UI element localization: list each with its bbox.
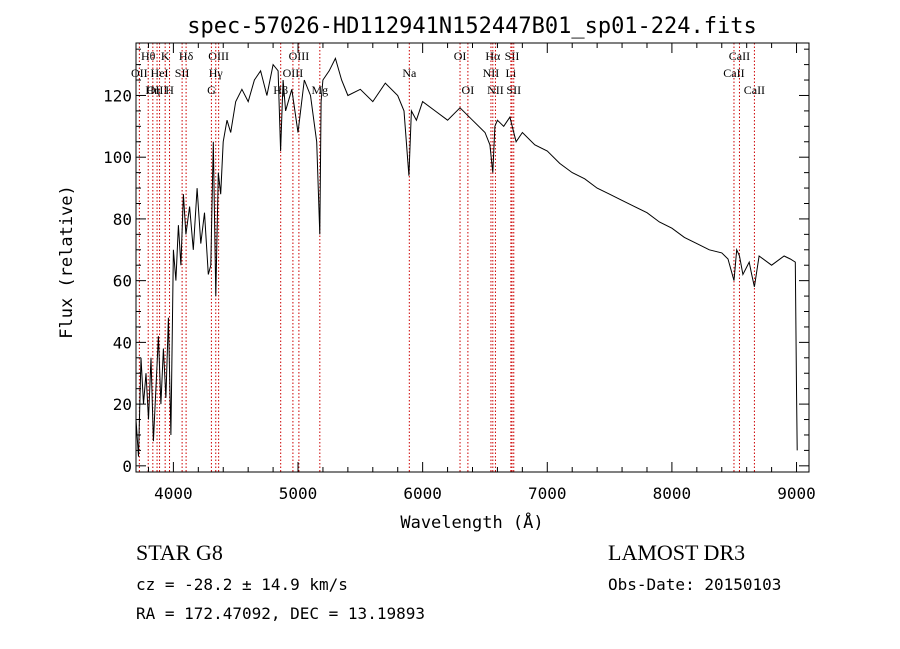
y-tick-label-40: 40 [113,333,132,352]
marker-label-10: Hγ [209,66,224,80]
y-tick-label-80: 80 [113,210,132,229]
marker-label-4: K [161,49,170,63]
marker-label-13: OIII [283,66,304,80]
y-axis-label: Flux (relative) [57,185,77,339]
marker-label-26: CaII [729,49,750,63]
marker-label-20: NII [483,66,500,80]
object-class: STAR G8 [136,540,223,565]
plot-frame [135,42,810,473]
series-line-spectrum [135,57,798,457]
x-tick-label-5000: 5000 [279,484,318,503]
marker-label-25: CaII [723,66,744,80]
y-tick-label-100: 100 [103,148,132,167]
series-group [135,57,798,457]
observation-date: Obs-Date: 20150103 [608,575,782,594]
redshift-text: cz = -28.2 ± 14.9 km/s [136,575,348,594]
coordinates: RA = 172.47092, DEC = 13.19893 [136,604,425,623]
x-tick-label-4000: 4000 [154,484,193,503]
marker-label-12: OIII [289,49,310,63]
marker-label-2: OIII [147,83,168,97]
y-tick-label-120: 120 [103,86,132,105]
marker-label-21: NII [487,83,504,97]
x-axis-label: Wavelength (Å) [400,511,543,533]
marker-label-1: OII [131,66,148,80]
marker-label-0: Hθ [141,49,156,63]
marker-label-14: Hβ [273,83,288,97]
marker-label-17: OI [454,49,467,63]
marker-label-22: SII [505,49,520,63]
chart-title: spec-57026-HD112941N152447B01_sp01-224.f… [187,14,757,39]
y-tick-label-0: 0 [122,457,132,476]
marker-label-5: HeI [151,66,169,80]
x-tick-label-7000: 7000 [528,484,567,503]
x-tick-label-9000: 9000 [777,484,816,503]
marker-label-15: Mg [311,83,328,97]
marker-label-18: OI [462,83,475,97]
marker-label-23: Li [506,66,517,80]
y-tick-label-60: 60 [113,272,132,291]
x-tick-label-8000: 8000 [653,484,692,503]
marker-label-27: CaII [744,83,765,97]
y-tick-label-20: 20 [113,395,132,414]
marker-label-16: Na [402,66,417,80]
marker-label-7: SII [175,66,190,80]
marker-label-11: G [207,83,216,97]
marker-label-6: H [165,83,174,97]
marker-label-24: SII [506,83,521,97]
x-axis: 4000 5000 6000 7000 8000 9000 [147,43,816,503]
marker-label-9: OIII [208,49,229,63]
x-tick-label-6000: 6000 [403,484,442,503]
y-axis: 0 20 40 60 80 100 120 [103,48,809,476]
survey-name: LAMOST DR3 [608,540,746,565]
marker-label-19: Hα [485,49,501,63]
marker-label-8: Hδ [179,49,194,63]
marker-label-3: Hη [145,83,160,97]
